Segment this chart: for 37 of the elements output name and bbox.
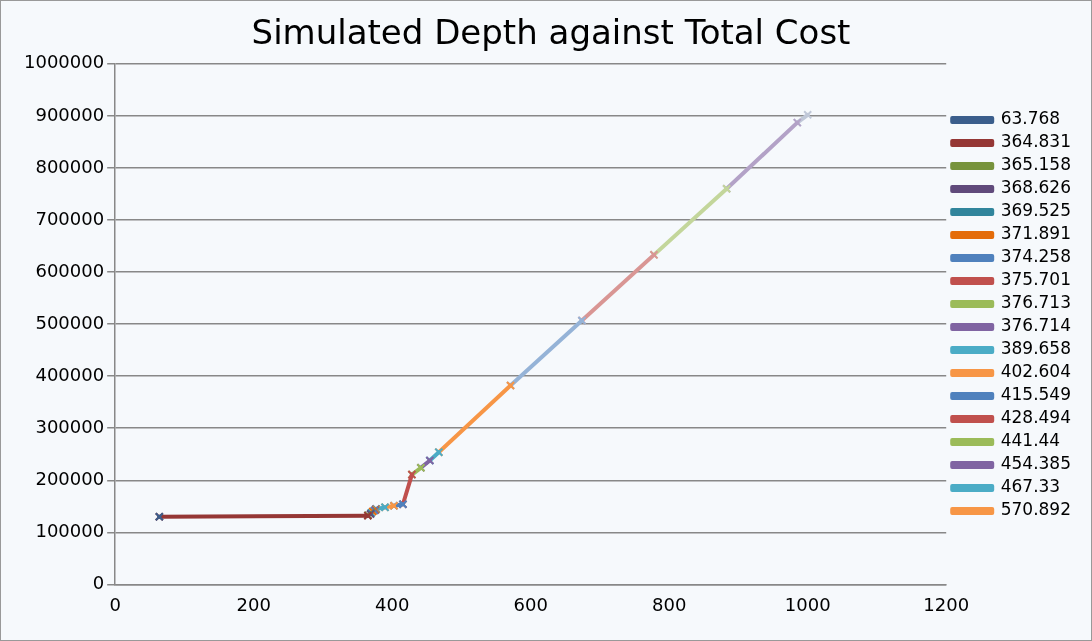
y-tick-label: 200000 [35,467,105,489]
legend-label: 376.713 [1000,292,1072,313]
legend-label: 402.604 [1000,361,1072,382]
y-tick-label: 0 [92,572,105,594]
legend-label: 389.658 [1000,338,1072,359]
legend-label: 371.891 [1000,223,1072,244]
legend-label: 365.158 [1000,154,1072,175]
y-tick-label: 400000 [35,363,105,385]
x-tick-label: 600 [513,593,548,615]
y-tick-label: 900000 [35,103,105,125]
legend-label: 454.385 [1000,453,1072,474]
y-tick-label: 600000 [35,259,105,281]
legend-label: 368.626 [1000,177,1072,198]
legend-label: 376.714 [1000,315,1072,336]
x-tick-label: 1000 [784,593,831,615]
y-tick-label: 700000 [35,207,105,229]
legend-label: 63.768 [1000,108,1061,129]
y-tick-label: 500000 [35,311,105,333]
legend-label: 374.258 [1000,246,1072,267]
legend-label: 364.831 [1000,131,1072,152]
x-tick-label: 1200 [923,593,970,615]
legend-label: 428.494 [1000,407,1072,428]
x-tick-label: 0 [109,593,121,615]
legend-label: 369.525 [1000,200,1072,221]
y-tick-label: 300000 [35,415,105,437]
y-tick-label: 100000 [35,520,105,542]
x-tick-label: 400 [375,593,410,615]
chart-title: Simulated Depth against Total Cost [251,12,851,53]
x-tick-label: 800 [652,593,687,615]
legend-label: 467.33 [1000,476,1061,497]
y-tick-label: 800000 [35,155,105,177]
legend-label: 415.549 [1000,384,1072,405]
x-tick-label: 200 [236,593,271,615]
legend-label: 441.44 [1000,430,1061,451]
legend-label: 570.892 [1000,499,1072,520]
y-tick-label: 1000000 [23,51,105,73]
legend-label: 375.701 [1000,269,1072,290]
